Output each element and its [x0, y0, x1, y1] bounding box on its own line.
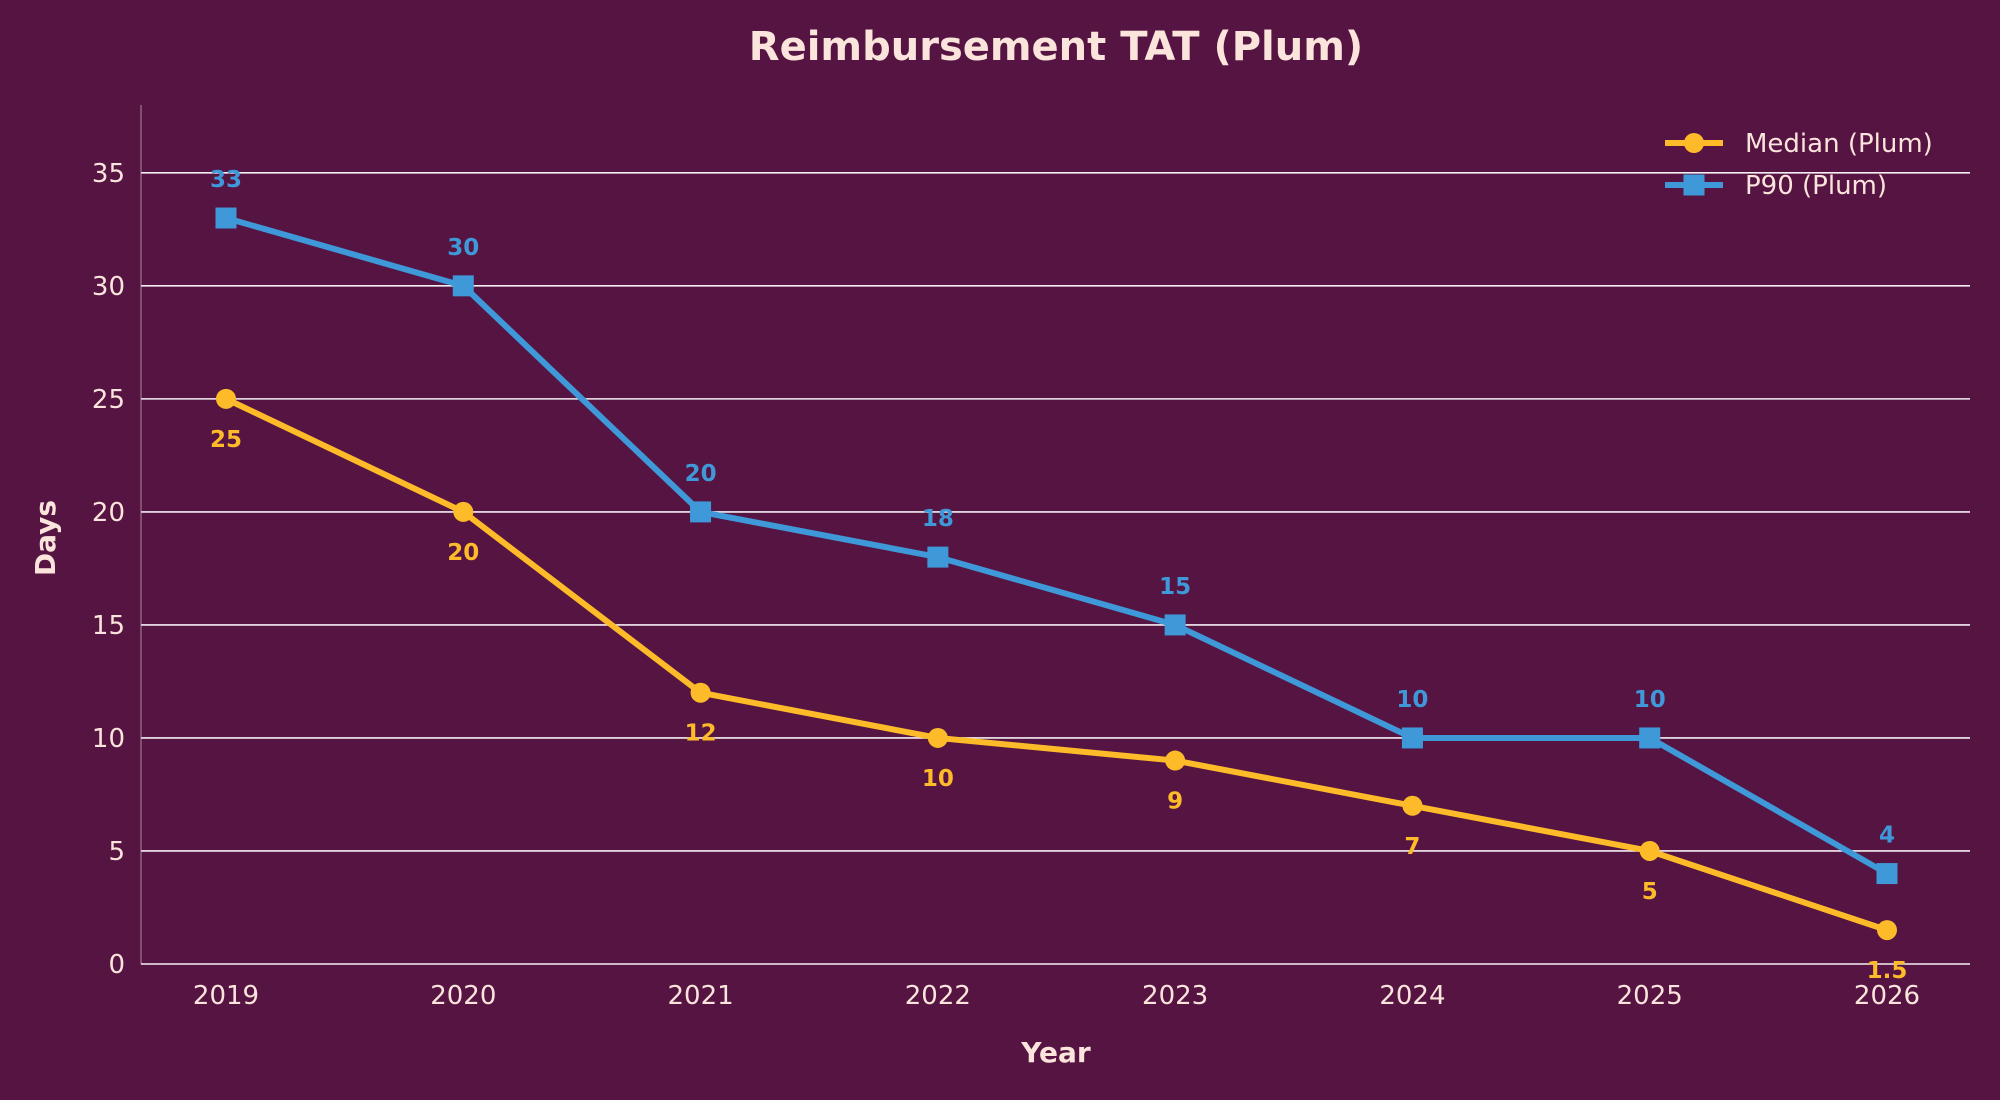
data-point: [1401, 727, 1423, 749]
data-label: 25: [210, 427, 242, 453]
legend: Median (Plum) P90 (Plum): [1665, 129, 1933, 201]
y-tick-label: 25: [92, 385, 125, 415]
data-label: 10: [1634, 687, 1666, 713]
legend-marker: [1683, 174, 1705, 196]
y-tick-label: 10: [92, 724, 125, 754]
data-point: [690, 682, 711, 703]
legend-item: Median (Plum): [1665, 129, 1933, 159]
data-label: 18: [922, 506, 954, 532]
chart-title: Reimbursement TAT (Plum): [749, 24, 1363, 70]
data-label: 1.5: [1867, 958, 1908, 984]
data-label: 15: [1159, 574, 1191, 600]
data-label: 7: [1404, 834, 1420, 860]
data-point: [216, 388, 236, 409]
data-point: [690, 501, 712, 523]
data-point: [453, 501, 474, 522]
x-axis-label: Year: [1020, 1036, 1091, 1069]
data-point: [1402, 795, 1423, 816]
x-tick-label: 2022: [905, 981, 971, 1011]
data-point: [215, 207, 237, 229]
data-label: 20: [447, 540, 479, 566]
data-point: [1877, 920, 1897, 941]
data-point: [1876, 863, 1898, 885]
series-median: [216, 388, 1897, 941]
data-label: 33: [210, 167, 242, 193]
data-point: [1164, 614, 1186, 636]
legend-label: P90 (Plum): [1745, 171, 1887, 201]
data-labels: 25 20 12 10 9 7 5 1.5 33 30 20 18 15 10 10 4: [210, 167, 1907, 984]
y-tick-label: 35: [92, 159, 125, 189]
y-tick-label: 20: [92, 498, 125, 528]
x-tick-label: 2021: [667, 981, 733, 1011]
series-line: [223, 215, 1890, 877]
y-axis-label: Days: [29, 500, 62, 576]
data-label: 9: [1167, 789, 1183, 815]
data-point: [1639, 840, 1660, 861]
x-tick-label: 2023: [1142, 981, 1208, 1011]
series-lines: [215, 207, 1898, 941]
data-point: [1639, 727, 1661, 749]
legend-marker: [1684, 133, 1704, 153]
series-line: [223, 395, 1890, 934]
series-p90: [215, 207, 1898, 885]
y-tick-label: 5: [108, 837, 125, 867]
data-label: 5: [1642, 879, 1658, 905]
data-label: 10: [1396, 687, 1428, 713]
y-tick-label: 0: [108, 950, 125, 980]
data-label: 10: [922, 766, 954, 792]
x-tick-label: 2024: [1379, 981, 1445, 1011]
x-tick-label: 2026: [1854, 981, 1920, 1011]
x-tick-label: 2019: [193, 981, 259, 1011]
data-point: [1165, 750, 1186, 771]
data-point: [927, 546, 949, 568]
data-label: 30: [447, 235, 479, 261]
legend-label: Median (Plum): [1745, 129, 1933, 159]
legend-item: P90 (Plum): [1665, 171, 1887, 201]
data-point: [452, 275, 474, 297]
data-point: [927, 727, 948, 748]
y-tick-label: 15: [92, 611, 125, 641]
data-label: 12: [685, 721, 717, 747]
data-label: 4: [1879, 823, 1895, 849]
grid-lines: [141, 172, 1970, 852]
y-tick-label: 30: [92, 272, 125, 302]
data-label: 20: [685, 461, 717, 487]
x-tick-label: 2020: [430, 981, 496, 1011]
x-tick-label: 2025: [1617, 981, 1683, 1011]
